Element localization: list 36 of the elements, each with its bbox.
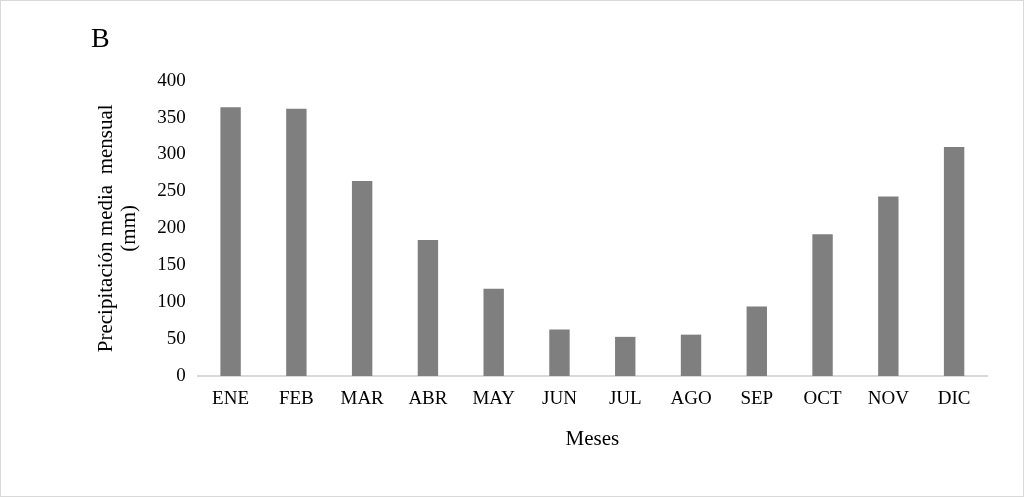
x-tick-label: MAY — [472, 387, 516, 409]
x-tick-label: JUN — [542, 387, 578, 409]
bar — [943, 147, 965, 376]
x-tick-label: FEB — [278, 387, 314, 409]
bar — [746, 306, 767, 376]
x-tick-label: ABR — [408, 387, 448, 409]
y-tick-label: 200 — [157, 216, 186, 238]
bar — [680, 334, 702, 376]
y-axis-title: Precipitación media mensual (mm) — [93, 104, 141, 353]
x-tick-label: MAR — [340, 387, 385, 409]
y-tick-label: 0 — [176, 363, 186, 385]
bar — [286, 108, 307, 376]
x-tick-label: AGO — [670, 387, 712, 409]
y-tick-label: 300 — [157, 142, 186, 164]
chart-title: B — [91, 22, 110, 54]
x-tick-label: OCT — [803, 387, 842, 409]
y-tick-label: 50 — [166, 327, 186, 349]
bar — [220, 107, 241, 376]
x-tick-label: ENE — [212, 387, 250, 409]
bar — [878, 196, 899, 376]
x-tick-label: SEP — [740, 387, 774, 409]
y-tick-label: 100 — [157, 290, 186, 312]
x-axis-title: Meses — [565, 425, 620, 450]
bar — [417, 240, 439, 376]
bar — [483, 288, 504, 376]
y-tick-label: 250 — [157, 179, 186, 201]
x-tick-label: NOV — [867, 387, 910, 409]
bar — [351, 181, 373, 376]
bar — [549, 329, 570, 376]
y-tick-label: 150 — [157, 253, 186, 275]
y-tick-label: 350 — [157, 105, 186, 127]
y-tick-label: 400 — [157, 68, 186, 90]
x-tick-label: JUL — [608, 387, 642, 409]
bar — [812, 234, 833, 376]
bar — [615, 336, 636, 376]
x-tick-label: DIC — [937, 387, 971, 409]
